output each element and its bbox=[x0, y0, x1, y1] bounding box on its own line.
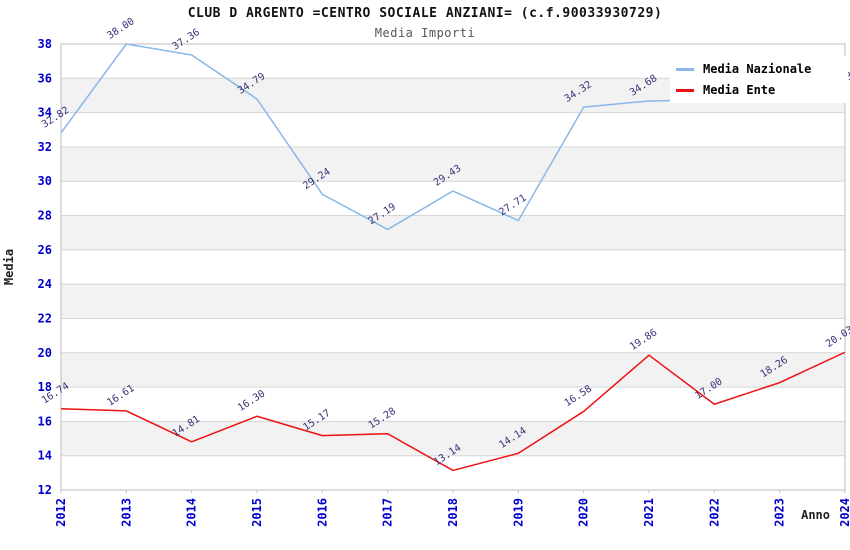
zebra-band bbox=[61, 215, 845, 250]
y-axis-title: Media bbox=[2, 249, 16, 285]
zebra-band bbox=[61, 421, 845, 456]
point-label-media-ente: 20.03 bbox=[824, 324, 850, 350]
x-tick-label: 2021 bbox=[642, 498, 656, 527]
x-axis-title: Anno bbox=[801, 508, 830, 522]
y-tick-label: 26 bbox=[38, 243, 52, 257]
y-tick-label: 12 bbox=[38, 483, 52, 497]
x-tick-label: 2017 bbox=[381, 498, 395, 527]
x-tick-label: 2018 bbox=[446, 498, 460, 527]
y-tick-label: 22 bbox=[38, 311, 52, 325]
x-tick-label: 2016 bbox=[315, 498, 329, 527]
y-tick-label: 24 bbox=[38, 277, 52, 291]
x-tick-label: 2015 bbox=[250, 498, 264, 527]
x-tick-label: 2023 bbox=[773, 498, 787, 527]
y-tick-label: 16 bbox=[38, 414, 52, 428]
point-label-media-nazionale: 37.36 bbox=[171, 27, 202, 53]
legend-item: Media Nazionale bbox=[676, 61, 842, 77]
y-tick-label: 30 bbox=[38, 174, 52, 188]
chart-title: CLUB D ARGENTO =CENTRO SOCIALE ANZIANI= … bbox=[187, 6, 663, 21]
y-tick-label: 20 bbox=[38, 346, 52, 360]
point-label-media-nazionale: 38.00 bbox=[105, 16, 136, 42]
x-tick-label: 2013 bbox=[119, 498, 133, 527]
zebra-band bbox=[61, 284, 845, 319]
zebra-band bbox=[61, 352, 845, 388]
y-tick-label: 28 bbox=[38, 209, 52, 223]
x-tick-label: 2022 bbox=[707, 498, 721, 527]
series-line-media-ente bbox=[60, 351, 846, 472]
x-tick-label: 2012 bbox=[54, 498, 68, 527]
x-tick-label: 2019 bbox=[511, 498, 525, 527]
y-tick-label: 14 bbox=[38, 449, 52, 463]
y-tick-label: 34 bbox=[38, 106, 52, 120]
legend: Media Nazionale Media Ente bbox=[670, 56, 848, 103]
y-tick-label: 36 bbox=[38, 71, 52, 85]
legend-swatch bbox=[676, 88, 694, 92]
legend-swatch bbox=[676, 67, 694, 71]
x-tick-label: 2024 bbox=[838, 498, 850, 527]
y-tick-label: 38 bbox=[38, 37, 52, 51]
x-tick-label: 2020 bbox=[577, 498, 591, 527]
point-label-media-nazionale: 27.71 bbox=[497, 193, 528, 219]
zebra-band bbox=[61, 146, 845, 182]
legend-item: Media Ente bbox=[676, 82, 842, 98]
y-tick-label: 32 bbox=[38, 140, 52, 154]
y-tick-label: 18 bbox=[38, 380, 52, 394]
legend-label: Media Ente bbox=[703, 83, 776, 97]
point-label-media-ente: 19.86 bbox=[628, 327, 659, 353]
point-label-media-ente: 16.30 bbox=[236, 388, 267, 414]
x-tick-label: 2014 bbox=[185, 498, 199, 527]
chart-subtitle: Media Importi bbox=[374, 26, 476, 40]
legend-label: Media Nazionale bbox=[703, 62, 812, 76]
